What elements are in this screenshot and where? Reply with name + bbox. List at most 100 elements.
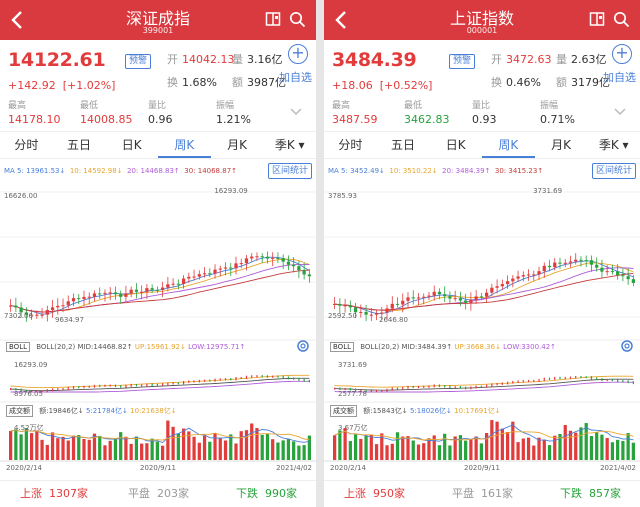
- tab-daily-k[interactable]: 日K: [445, 138, 466, 152]
- volume-bar: [134, 436, 139, 460]
- volume-bar: [202, 435, 207, 460]
- interval-stats-button[interactable]: 区间统计: [591, 163, 636, 179]
- volume-bar: [348, 441, 352, 460]
- tab-intraday[interactable]: 分时: [14, 138, 39, 152]
- chevron-down-icon[interactable]: [290, 108, 302, 119]
- volume-bar: [29, 433, 34, 460]
- search-icon[interactable]: [289, 11, 306, 32]
- price-change: +142.92 [+1.02%]: [8, 79, 116, 92]
- candle-body: [437, 291, 442, 295]
- alert-button[interactable]: 预警: [125, 54, 152, 69]
- candle-body: [547, 265, 552, 268]
- tab-quarterly-k[interactable]: 季K ▾: [598, 138, 629, 152]
- back-arrow-icon[interactable]: [10, 10, 30, 30]
- candle-body: [92, 293, 97, 297]
- volume-bar: [35, 430, 39, 460]
- volume-bar: [605, 438, 609, 460]
- landscape-icon[interactable]: [265, 11, 281, 32]
- back-arrow-icon[interactable]: [334, 10, 354, 30]
- tab-weekly-k[interactable]: 周K: [158, 132, 211, 158]
- tab-daily-k[interactable]: 日K: [121, 138, 142, 152]
- max-price-label: 16293.09: [214, 187, 248, 195]
- volume-legend: 成交额 额:19846亿↓ 5:21784亿↓ 10:21638亿↓: [6, 405, 177, 417]
- high-value: 14178.10: [8, 113, 61, 126]
- volume-bar: [537, 437, 541, 460]
- candle-body: [521, 275, 525, 277]
- amplitude-value: 1.21%: [216, 113, 251, 126]
- volume-bar: [380, 433, 384, 460]
- turnover-field: 换 1.68%: [167, 76, 217, 89]
- candle-body: [605, 271, 609, 273]
- volume-axis-top: 3.67万亿: [338, 424, 368, 432]
- tab-intraday[interactable]: 分时: [338, 138, 363, 152]
- candle-body: [244, 258, 249, 264]
- volume-bar: [218, 437, 222, 460]
- volume-bar: [9, 430, 13, 460]
- tab-weekly-k[interactable]: 周K: [482, 132, 535, 158]
- add-watchlist-label[interactable]: 加自选: [603, 71, 636, 84]
- volume-bar: [50, 432, 55, 460]
- candle-body: [61, 305, 65, 307]
- candle-body: [87, 296, 91, 298]
- candle-body: [374, 313, 379, 315]
- date-start: 2020/2/14: [330, 464, 366, 472]
- boll-selector[interactable]: BOLL: [330, 342, 354, 352]
- low-label: 最低: [80, 101, 99, 111]
- volume-bar: [626, 433, 630, 460]
- landscape-icon[interactable]: [589, 11, 605, 32]
- volume-bar: [411, 440, 415, 460]
- boll-settings-icon[interactable]: [296, 338, 310, 357]
- market-breadth-bar: 上涨 1307家 平盘 203家 下跌 990家: [0, 480, 316, 507]
- candle-body: [281, 258, 285, 262]
- add-watchlist-icon[interactable]: +: [612, 44, 632, 64]
- volume-bar: [234, 443, 238, 460]
- volume-bar: [469, 438, 473, 460]
- index-code: 399001: [142, 26, 174, 35]
- add-watchlist-icon[interactable]: +: [288, 44, 308, 64]
- candle-body: [432, 291, 436, 296]
- candle-body: [427, 295, 431, 297]
- candle-body: [150, 288, 154, 290]
- volume-bar: [584, 423, 588, 460]
- volume-bar: [45, 444, 49, 460]
- candle-body: [82, 296, 86, 299]
- boll-selector[interactable]: BOLL: [6, 342, 30, 352]
- decliners: 下跌 990家: [236, 487, 297, 500]
- candle-body: [14, 305, 18, 308]
- volume-bar: [124, 436, 128, 460]
- candle-body: [464, 300, 468, 303]
- chevron-down-icon[interactable]: [614, 108, 626, 119]
- search-icon[interactable]: [613, 11, 630, 32]
- tab-monthly-k[interactable]: 月K: [227, 138, 247, 152]
- candle-body: [229, 267, 233, 269]
- candle-body: [161, 287, 165, 290]
- add-watchlist-label[interactable]: 加自选: [279, 71, 312, 84]
- ma20-line: [334, 267, 634, 311]
- volume-ma10-line: [334, 430, 634, 441]
- tab-quarterly-k[interactable]: 季K ▾: [274, 138, 305, 152]
- ma-legend: MA 5: 13961.53↓ 10: 14592.98↓ 20: 14468.…: [4, 167, 238, 175]
- candle-body: [119, 294, 123, 297]
- tab-five-day[interactable]: 五日: [391, 138, 416, 152]
- kline-chart[interactable]: [324, 182, 640, 478]
- volume-ma10-line: [10, 429, 310, 441]
- interval-stats-button[interactable]: 区间统计: [267, 163, 312, 179]
- candle-body: [276, 257, 280, 259]
- candle-body: [155, 289, 159, 291]
- tab-five-day[interactable]: 五日: [67, 138, 92, 152]
- volume-bar: [547, 445, 552, 460]
- volume-selector[interactable]: 成交额: [330, 405, 357, 417]
- amplitude-value: 0.71%: [540, 113, 575, 126]
- volume-selector[interactable]: 成交额: [6, 405, 33, 417]
- candle-body: [595, 264, 599, 268]
- candle-body: [187, 276, 191, 279]
- candle-body: [239, 263, 243, 265]
- kline-chart[interactable]: [0, 182, 316, 478]
- ma30-line: [334, 272, 634, 311]
- ratio-label: 量比: [472, 101, 491, 111]
- candle-body: [416, 297, 421, 299]
- boll-settings-icon[interactable]: [620, 338, 634, 357]
- alert-button[interactable]: 预警: [449, 54, 476, 69]
- candle-body: [395, 303, 400, 305]
- tab-monthly-k[interactable]: 月K: [551, 138, 571, 152]
